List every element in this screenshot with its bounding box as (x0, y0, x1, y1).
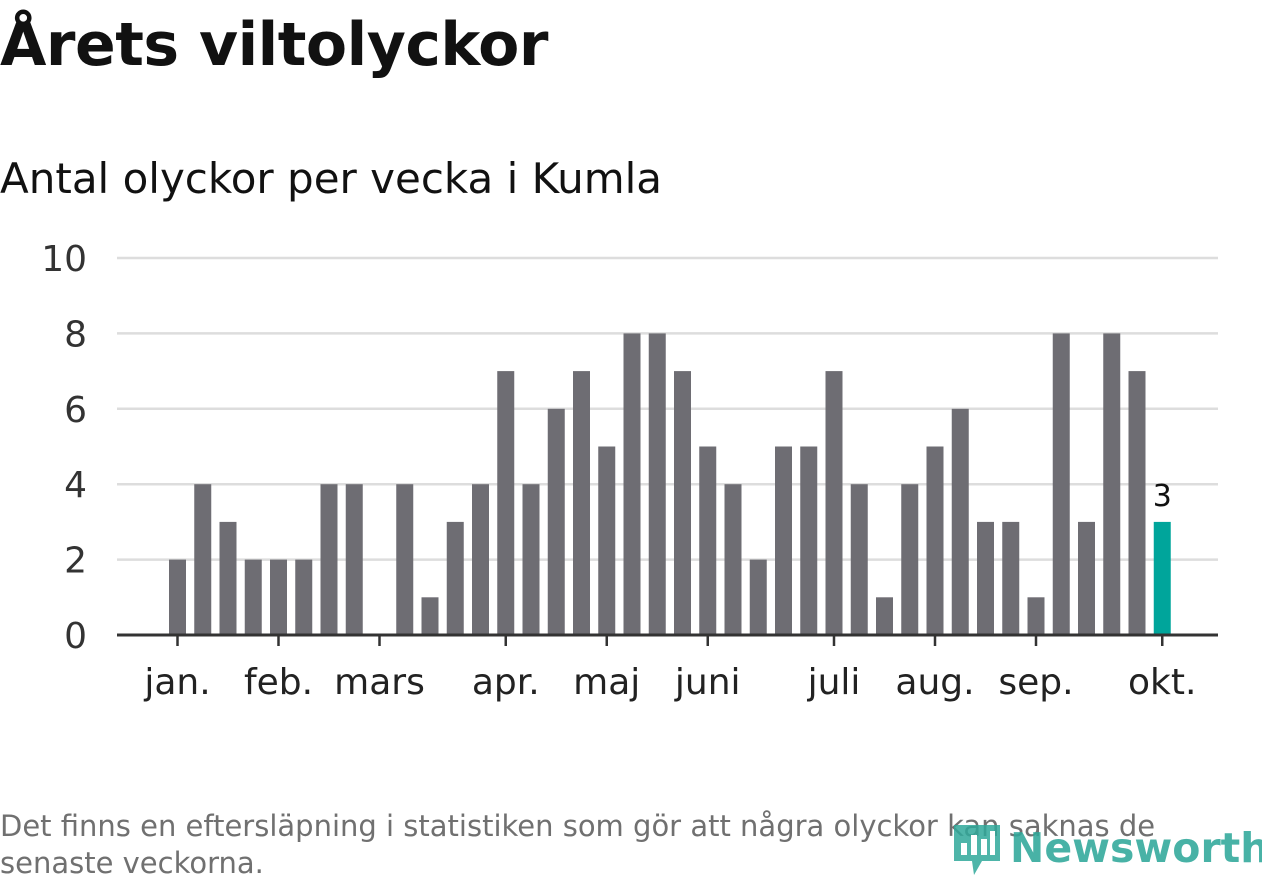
bar (825, 371, 843, 635)
bar (522, 484, 540, 635)
bar-highlight (1153, 521, 1171, 635)
x-tick-label: feb. (244, 662, 313, 703)
newsworthy-logo-icon (954, 825, 1000, 875)
bar (850, 484, 868, 635)
x-axis-ticks: jan. feb. mars apr. maj juni juli aug. sep. okt. (143, 635, 1196, 703)
logo-text: Newsworthy (1010, 824, 1262, 872)
bar (926, 446, 944, 635)
y-tick-label: 4 (64, 465, 87, 506)
y-tick-label: 0 (64, 616, 87, 657)
x-tick-label: maj (573, 662, 640, 703)
bars (169, 333, 1171, 635)
bar (623, 333, 641, 635)
bar (169, 559, 186, 635)
bar (598, 446, 616, 635)
newsworthy-logo: Newsworthy (952, 818, 1262, 878)
bar (1052, 333, 1070, 635)
bar (1002, 521, 1020, 635)
bar (497, 371, 515, 635)
bar (749, 559, 767, 635)
bar (345, 484, 363, 635)
bar (775, 446, 792, 635)
bar (547, 408, 565, 635)
bar (699, 446, 717, 635)
data-labels: 3 (1153, 479, 1172, 514)
bar (1027, 597, 1045, 635)
bar (421, 597, 439, 635)
bar (648, 333, 666, 635)
bar (674, 371, 691, 635)
x-tick-label: sep. (998, 662, 1073, 703)
bar (1103, 333, 1121, 635)
bar (800, 446, 818, 635)
y-tick-label: 6 (64, 390, 87, 431)
x-tick-label: okt. (1128, 662, 1196, 703)
bar (472, 484, 489, 635)
x-tick-label: juli (807, 662, 861, 703)
bar (951, 408, 969, 635)
x-tick-label: juni (674, 662, 741, 703)
bar (1128, 371, 1146, 635)
bar (244, 559, 262, 635)
x-tick-label: apr. (472, 662, 540, 703)
bar (1078, 521, 1095, 635)
bar (724, 484, 742, 635)
y-axis-ticks: 0 2 4 6 8 10 (41, 239, 87, 657)
bar (901, 484, 919, 635)
bar (396, 484, 414, 635)
y-tick-label: 8 (64, 314, 87, 355)
x-tick-label: jan. (143, 662, 210, 703)
x-tick-label: mars (334, 662, 425, 703)
bar (876, 597, 893, 635)
bar (219, 521, 237, 635)
bar (194, 484, 212, 635)
y-tick-label: 10 (41, 239, 87, 280)
chart-title: Årets viltolyckor (0, 10, 549, 80)
y-tick-label: 2 (64, 541, 87, 582)
bar (977, 521, 994, 635)
x-tick-label: aug. (895, 662, 974, 703)
bar (270, 559, 287, 635)
chart-subtitle: Antal olyckor per vecka i Kumla (0, 154, 663, 203)
bar (320, 484, 338, 635)
bar (573, 371, 590, 635)
bar (295, 559, 313, 635)
highlight-data-label: 3 (1153, 479, 1172, 514)
bar (446, 521, 464, 635)
bar-chart: 0 2 4 6 8 10 jan. feb. mars apr. maj juni juli aug. s… (41, 239, 1218, 703)
